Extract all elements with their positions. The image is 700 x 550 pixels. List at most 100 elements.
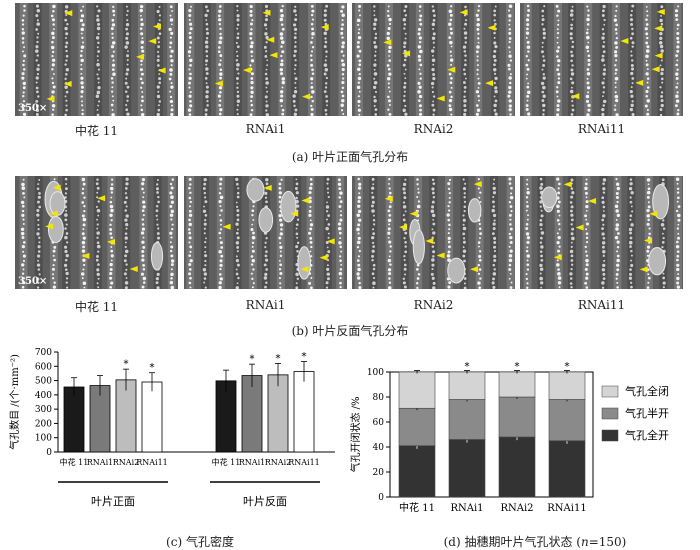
y-tick-label: 400 — [35, 391, 52, 401]
y-tick-label: 200 — [35, 419, 52, 429]
legend-swatch — [601, 385, 619, 398]
yellow-arrow-icon — [644, 237, 653, 244]
yellow-arrow-icon — [63, 80, 72, 87]
yellow-arrow-icon — [301, 197, 310, 204]
y-tick-label: 0 — [46, 448, 52, 458]
x-tick-label: RNAi2 — [265, 458, 291, 467]
yellow-arrow-icon — [52, 184, 61, 191]
micrograph-texture — [520, 3, 683, 116]
yellow-arrow-icon — [129, 266, 138, 273]
yellow-arrow-icon — [571, 93, 580, 100]
micrograph-texture: 350× — [15, 3, 178, 116]
significance-mark: * — [250, 354, 255, 365]
yellow-arrow-icon — [470, 266, 479, 273]
yellow-arrow-icon — [302, 93, 311, 100]
micrograph-b-rnai1 — [184, 176, 347, 289]
label-a-rnai11: RNAi11 — [577, 122, 626, 136]
significance-mark: * — [565, 362, 570, 373]
micrograph-texture: 350× — [15, 176, 178, 289]
y-tick-label: 100 — [367, 368, 384, 378]
yellow-arrow-icon — [262, 9, 271, 16]
caption-d: (d) 抽穗期叶片气孔状态 (n=150) — [405, 533, 665, 550]
yellow-arrow-icon — [269, 52, 278, 59]
x-tick-label: RNAi1 — [239, 458, 265, 467]
x-tick-label: RNAi11 — [547, 503, 586, 514]
yellow-arrow-icon — [436, 252, 445, 259]
micrograph-a-zh11: 350× — [15, 3, 178, 116]
x-tick-label: 中花 11 — [60, 457, 89, 467]
stack-segment — [398, 371, 436, 409]
x-tick-label: RNAi11 — [288, 458, 320, 467]
stack-segment — [398, 445, 436, 498]
yellow-arrow-icon — [436, 95, 445, 102]
yellow-arrow-icon — [409, 210, 418, 217]
label-b-rnai2: RNAi2 — [413, 298, 454, 312]
yellow-arrow-icon — [222, 223, 231, 230]
micrograph-texture — [184, 176, 347, 289]
legend-label: 气孔全闭 — [625, 384, 669, 398]
significance-mark: * — [465, 362, 470, 373]
yellow-arrow-icon — [588, 197, 597, 204]
yellow-arrow-icon — [425, 237, 434, 244]
caption-a: (a) 叶片正面气孔分布 — [291, 150, 409, 164]
yellow-arrow-icon — [447, 66, 456, 73]
yellow-arrow-icon — [459, 9, 468, 16]
yellow-arrow-icon — [402, 50, 411, 57]
y-tick-label: 60 — [373, 418, 385, 428]
label-a-zh11: 中花 11 — [74, 124, 119, 138]
y-tick-label: 20 — [373, 468, 385, 478]
legend-label: 气孔半开 — [625, 406, 669, 420]
label-a-rnai1: RNAi1 — [245, 122, 286, 136]
stack-segment — [548, 399, 586, 442]
yellow-arrow-icon — [64, 10, 73, 17]
scale-label: 350× — [18, 103, 47, 114]
stack-segment — [448, 371, 486, 400]
yellow-arrow-icon — [654, 25, 663, 32]
y-axis-label: 气孔开闭状态 /% — [349, 396, 362, 472]
x-tick-label: RNAi2 — [113, 458, 139, 467]
stack-segment — [548, 440, 586, 498]
y-tick-label: 500 — [35, 377, 52, 387]
yellow-arrow-icon — [152, 23, 161, 30]
yellow-arrow-icon — [649, 210, 658, 217]
significance-mark: * — [276, 353, 281, 364]
group-label: 叶片正面 — [91, 495, 135, 508]
legend-swatch — [601, 429, 619, 442]
yellow-arrow-icon — [320, 24, 329, 31]
y-tick-label: 0 — [378, 493, 384, 503]
caption-d-n: n — [580, 535, 589, 549]
micrograph-b-zh11: 350× — [15, 176, 178, 289]
stack-segment — [498, 396, 536, 438]
micrograph-texture — [184, 3, 347, 116]
bar — [293, 371, 315, 453]
yellow-arrow-icon — [290, 210, 299, 217]
x-tick-label: RNAi2 — [500, 503, 533, 514]
label-b-zh11: 中花 11 — [74, 300, 119, 314]
yellow-arrow-icon — [651, 66, 660, 73]
stack-segment — [498, 436, 536, 498]
x-tick-label: RNAi1 — [450, 503, 483, 514]
yellow-arrow-icon — [49, 210, 58, 217]
significance-mark: * — [124, 359, 129, 370]
yellow-arrow-icon — [157, 67, 166, 74]
caption-d-prefix: (d) 抽穗期叶片气孔状态 ( — [443, 535, 581, 549]
significance-mark: * — [150, 363, 155, 374]
micrograph-texture — [352, 3, 515, 116]
caption-d-suffix: =150) — [588, 535, 627, 549]
yellow-arrow-icon — [319, 254, 328, 261]
micrograph-texture — [352, 176, 515, 289]
y-tick-label: 300 — [35, 405, 52, 415]
chart-stomatal-density: 0 100 200 300 400 500 600 700 气孔数目 /(个·mm⁻²) 中花 1… — [8, 348, 335, 508]
yellow-arrow-icon — [383, 39, 392, 46]
y-tick-label: 40 — [373, 443, 385, 453]
yellow-arrow-icon — [384, 195, 393, 202]
yellow-arrow-icon — [135, 53, 144, 60]
bar — [63, 386, 85, 453]
yellow-arrow-icon — [45, 223, 54, 230]
y-axis-label: 气孔数目 /(个·mm⁻²) — [8, 354, 21, 450]
x-tick-label: RNAi1 — [87, 458, 113, 467]
stack-segment — [448, 399, 486, 440]
x-tick-label: RNAi11 — [136, 458, 168, 467]
significance-mark: * — [515, 362, 520, 373]
